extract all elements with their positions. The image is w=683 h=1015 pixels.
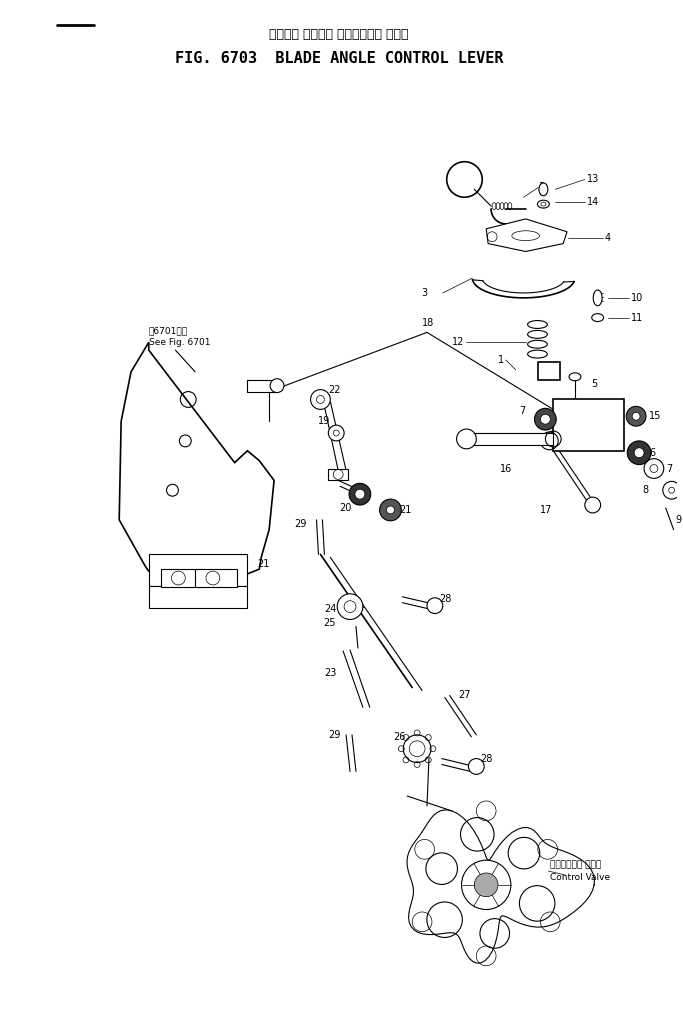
- Circle shape: [627, 441, 651, 465]
- Text: 18: 18: [422, 318, 434, 328]
- Text: 5: 5: [591, 379, 597, 389]
- Text: 8: 8: [643, 485, 649, 495]
- Bar: [466, 433, 553, 445]
- Text: 11: 11: [631, 313, 643, 323]
- Text: 16: 16: [500, 464, 512, 474]
- Circle shape: [585, 497, 600, 513]
- Text: 7: 7: [519, 406, 526, 416]
- Text: 4: 4: [604, 232, 611, 243]
- Bar: [553, 400, 624, 451]
- Text: 6: 6: [525, 435, 531, 446]
- Circle shape: [634, 448, 644, 458]
- Bar: [149, 586, 247, 608]
- Text: Control Valve: Control Valve: [550, 874, 611, 882]
- Ellipse shape: [539, 183, 548, 196]
- Circle shape: [387, 506, 394, 514]
- Bar: [329, 469, 348, 480]
- Text: 10: 10: [631, 293, 643, 302]
- Text: 25: 25: [324, 618, 336, 628]
- Circle shape: [355, 489, 365, 499]
- Text: 6: 6: [649, 448, 655, 458]
- Text: 7: 7: [666, 464, 672, 474]
- Text: 26: 26: [393, 732, 405, 742]
- Bar: [247, 380, 277, 392]
- Text: See Fig. 6701: See Fig. 6701: [149, 338, 210, 347]
- Polygon shape: [120, 342, 274, 579]
- Circle shape: [540, 414, 550, 424]
- Text: 15: 15: [649, 411, 661, 421]
- Circle shape: [409, 741, 425, 756]
- Text: 1: 1: [498, 355, 504, 365]
- Circle shape: [270, 379, 284, 393]
- Polygon shape: [486, 219, 567, 252]
- Circle shape: [469, 758, 484, 774]
- Text: 13: 13: [587, 175, 599, 185]
- Text: 21: 21: [257, 559, 270, 569]
- Text: 29: 29: [294, 519, 307, 529]
- Text: 27: 27: [458, 690, 471, 700]
- Circle shape: [349, 483, 371, 505]
- Text: 28: 28: [438, 594, 451, 604]
- Text: 9: 9: [675, 515, 682, 525]
- Text: 図6701参照: 図6701参照: [149, 326, 188, 335]
- Text: 23: 23: [324, 668, 336, 678]
- Text: 17: 17: [540, 505, 553, 515]
- Ellipse shape: [594, 290, 602, 306]
- Text: 21: 21: [400, 505, 412, 515]
- Text: ブレード アングル コントロール レバー: ブレード アングル コントロール レバー: [269, 28, 409, 41]
- Circle shape: [337, 594, 363, 619]
- Circle shape: [474, 873, 498, 896]
- Ellipse shape: [591, 314, 604, 322]
- Text: 29: 29: [328, 730, 340, 740]
- Text: 22: 22: [329, 385, 341, 395]
- Text: 1: 1: [540, 183, 546, 193]
- Bar: [149, 554, 247, 586]
- Text: 3: 3: [421, 288, 427, 298]
- Text: 12: 12: [452, 337, 464, 347]
- Text: 28: 28: [480, 753, 492, 763]
- Circle shape: [329, 425, 344, 441]
- Circle shape: [427, 598, 443, 613]
- Text: FIG. 6703  BLADE ANGLE CONTROL LEVER: FIG. 6703 BLADE ANGLE CONTROL LEVER: [175, 51, 503, 66]
- Text: 24: 24: [324, 604, 336, 614]
- Circle shape: [311, 390, 331, 409]
- Circle shape: [380, 499, 402, 521]
- Bar: [195, 569, 236, 587]
- Text: 14: 14: [587, 197, 599, 207]
- Circle shape: [456, 429, 476, 449]
- Circle shape: [632, 412, 640, 420]
- Circle shape: [626, 406, 646, 426]
- Text: 20: 20: [339, 503, 352, 513]
- Text: コントロール バルブ: コントロール バルブ: [550, 861, 602, 870]
- Text: 19: 19: [318, 416, 331, 426]
- Circle shape: [535, 408, 556, 430]
- Bar: [538, 362, 560, 380]
- Bar: [161, 569, 202, 587]
